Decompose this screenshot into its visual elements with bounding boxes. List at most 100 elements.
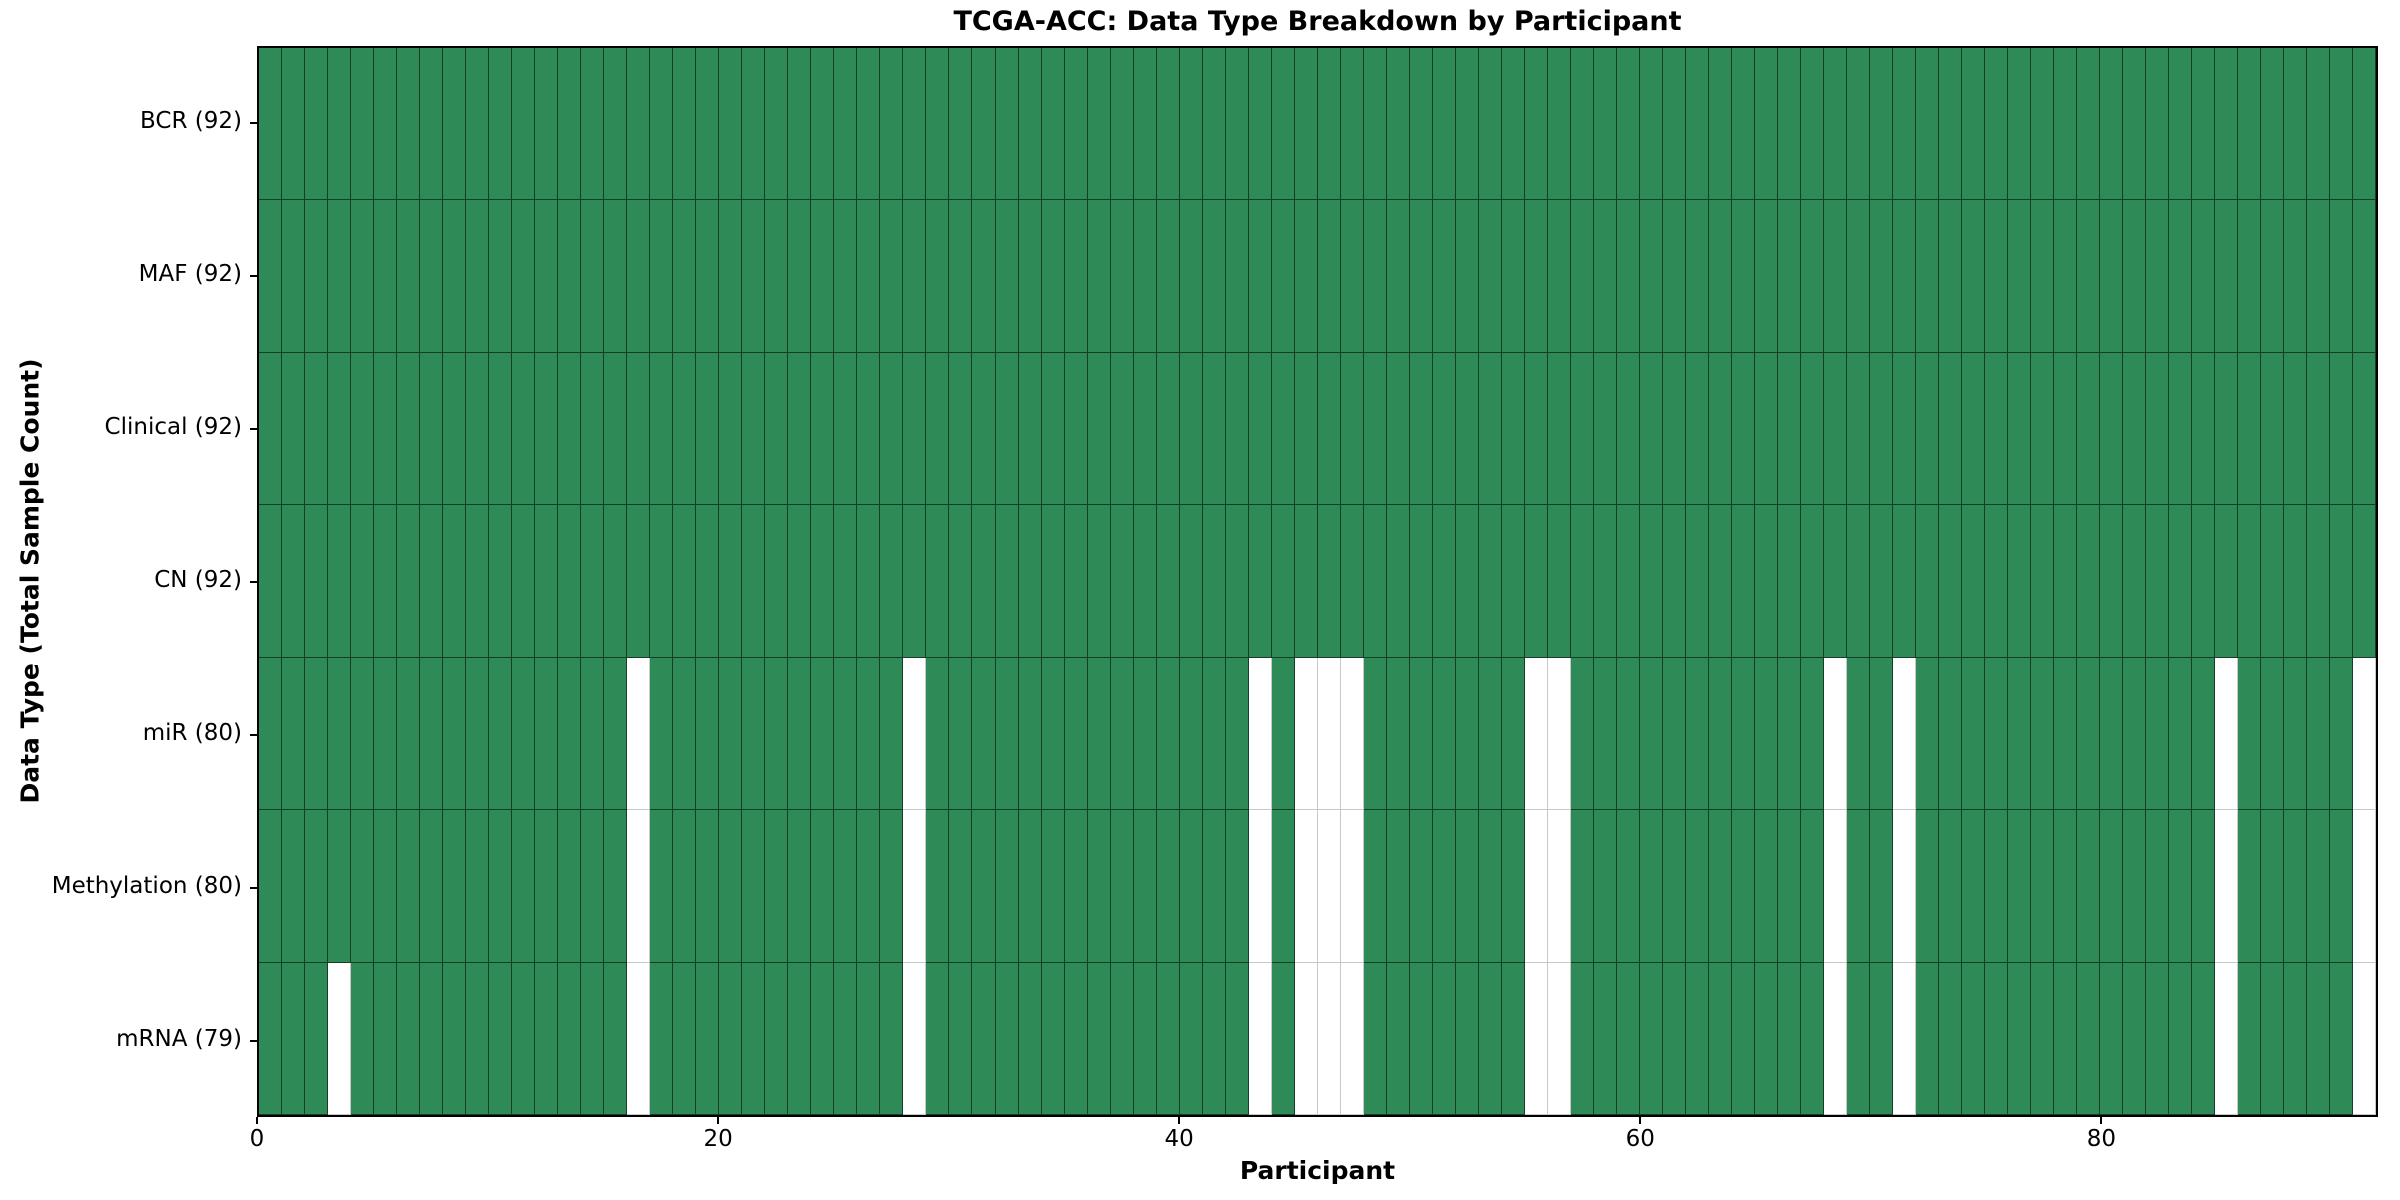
matrix-cell bbox=[1179, 657, 1203, 811]
matrix-cell bbox=[627, 962, 651, 1115]
matrix-cell bbox=[1616, 657, 1640, 811]
matrix-cell bbox=[489, 48, 513, 201]
matrix-cell bbox=[742, 657, 766, 811]
matrix-cell bbox=[1547, 352, 1571, 506]
matrix-cell bbox=[535, 657, 559, 811]
matrix-cell bbox=[788, 657, 812, 811]
matrix-cell bbox=[1041, 352, 1065, 506]
matrix-cell bbox=[2100, 505, 2124, 658]
matrix-cell bbox=[1755, 48, 1779, 201]
matrix-cell bbox=[1847, 200, 1871, 353]
matrix-cell bbox=[604, 657, 628, 811]
matrix-cell bbox=[2077, 48, 2101, 201]
matrix-cell bbox=[1225, 962, 1249, 1115]
matrix-cell bbox=[1870, 352, 1894, 506]
matrix-cell bbox=[1893, 810, 1917, 963]
matrix-cell bbox=[834, 962, 858, 1115]
matrix-cell bbox=[880, 505, 904, 658]
matrix-cell bbox=[535, 505, 559, 658]
matrix-cell bbox=[2192, 200, 2216, 353]
matrix-cell bbox=[834, 200, 858, 353]
matrix-cell bbox=[650, 962, 674, 1115]
matrix-cell bbox=[1870, 657, 1894, 811]
matrix-cell bbox=[1870, 962, 1894, 1115]
matrix-cell bbox=[1985, 352, 2009, 506]
matrix-cell bbox=[1939, 200, 1963, 353]
matrix-cell bbox=[742, 810, 766, 963]
matrix-cell bbox=[2146, 962, 2170, 1115]
matrix-cell bbox=[696, 352, 720, 506]
matrix-cell bbox=[1593, 352, 1617, 506]
matrix-cell bbox=[1156, 657, 1180, 811]
matrix-cell bbox=[282, 505, 306, 658]
matrix-cell bbox=[673, 352, 697, 506]
matrix-cell bbox=[1294, 352, 1318, 506]
matrix-cell bbox=[949, 810, 973, 963]
matrix-cell bbox=[1524, 505, 1548, 658]
matrix-cell bbox=[1087, 352, 1111, 506]
matrix-cell bbox=[834, 657, 858, 811]
matrix-cell bbox=[1593, 200, 1617, 353]
matrix-cell bbox=[650, 810, 674, 963]
matrix-cell bbox=[1478, 810, 1502, 963]
matrix-cell bbox=[995, 962, 1019, 1115]
matrix-cell bbox=[1455, 200, 1479, 353]
matrix-cell bbox=[2100, 657, 2124, 811]
matrix-cell bbox=[1547, 48, 1571, 201]
matrix-cell bbox=[397, 657, 421, 811]
matrix-cell bbox=[2031, 505, 2055, 658]
matrix-cell bbox=[2307, 810, 2331, 963]
matrix-cell bbox=[2307, 48, 2331, 201]
matrix-cell bbox=[2192, 352, 2216, 506]
matrix-cell bbox=[2169, 48, 2193, 201]
matrix-cell bbox=[719, 200, 743, 353]
matrix-cell bbox=[2284, 352, 2308, 506]
matrix-cell bbox=[696, 48, 720, 201]
matrix-cell bbox=[1340, 810, 1364, 963]
matrix-cell bbox=[1824, 657, 1848, 811]
matrix-cell bbox=[857, 657, 881, 811]
matrix-cell bbox=[2100, 352, 2124, 506]
matrix-cell bbox=[627, 48, 651, 201]
matrix-cell bbox=[2100, 810, 2124, 963]
matrix-cell bbox=[1409, 200, 1433, 353]
matrix-cell bbox=[2353, 505, 2377, 658]
matrix-cell bbox=[1985, 505, 2009, 658]
matrix-cell bbox=[305, 657, 329, 811]
x-tick-mark bbox=[1639, 1117, 1642, 1124]
matrix-cell bbox=[1847, 48, 1871, 201]
matrix-cell bbox=[1294, 810, 1318, 963]
matrix-cell bbox=[1225, 200, 1249, 353]
matrix-cell bbox=[857, 48, 881, 201]
matrix-cell bbox=[2330, 657, 2354, 811]
matrix-cell bbox=[2077, 962, 2101, 1115]
y-tick-label: CN (92) bbox=[154, 566, 242, 593]
matrix-cell bbox=[1087, 505, 1111, 658]
matrix-cell bbox=[1340, 352, 1364, 506]
matrix-cell bbox=[1685, 505, 1709, 658]
matrix-cell bbox=[696, 657, 720, 811]
matrix-cell bbox=[282, 657, 306, 811]
matrix-cell bbox=[305, 810, 329, 963]
matrix-cell bbox=[949, 962, 973, 1115]
matrix-cell bbox=[1916, 962, 1940, 1115]
matrix-cell bbox=[328, 505, 352, 658]
matrix-cell bbox=[1271, 352, 1295, 506]
y-tick-label: mRNA (79) bbox=[116, 1025, 242, 1052]
matrix-cell bbox=[1340, 657, 1364, 811]
matrix-cell bbox=[512, 505, 536, 658]
matrix-cell bbox=[1156, 352, 1180, 506]
matrix-cell bbox=[1225, 810, 1249, 963]
matrix-cell bbox=[1432, 962, 1456, 1115]
matrix-cell bbox=[1755, 657, 1779, 811]
matrix-cell bbox=[2031, 48, 2055, 201]
matrix-cell bbox=[1087, 200, 1111, 353]
matrix-cell bbox=[489, 657, 513, 811]
matrix-cell bbox=[1133, 962, 1157, 1115]
matrix-cell bbox=[1939, 962, 1963, 1115]
matrix-cell bbox=[558, 505, 582, 658]
matrix-cell bbox=[1478, 48, 1502, 201]
matrix-cell bbox=[1847, 810, 1871, 963]
matrix-cell bbox=[1916, 657, 1940, 811]
x-tick-mark bbox=[256, 1117, 258, 1124]
